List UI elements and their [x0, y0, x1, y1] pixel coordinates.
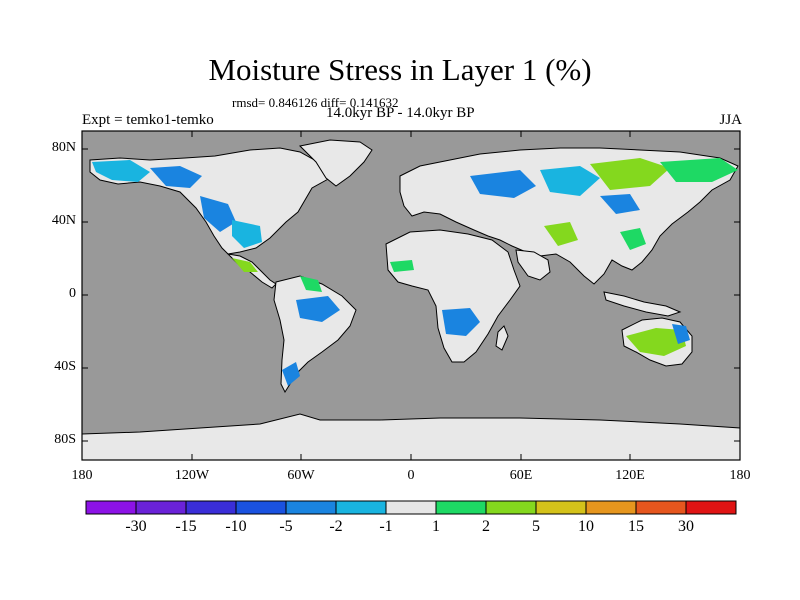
patch-africa-central: [442, 308, 480, 336]
lat-label-40n: 40N: [51, 213, 76, 228]
colorbar-label: 10: [578, 518, 594, 535]
patch-amazon: [296, 296, 340, 322]
lat-label-80n: 80N: [51, 140, 76, 155]
colorbar: [85, 500, 737, 515]
experiment-label: Expt = temko1-temko: [82, 112, 214, 128]
lon-label-60e: 60E: [509, 468, 533, 483]
africa: [385, 229, 521, 363]
lon-label-0: 0: [407, 468, 415, 483]
patch-china: [620, 228, 646, 250]
colorbar-box-5: [335, 500, 387, 515]
colorbar-box-0: [85, 500, 137, 515]
patch-asia-central: [544, 222, 578, 246]
anomaly-patches: [92, 158, 738, 386]
patch-russia-central: [540, 166, 600, 196]
patch-argentina: [282, 362, 300, 386]
patch-siberia-green: [590, 158, 670, 190]
colorbar-box-9: [535, 500, 587, 515]
lon-label-180e: 180: [729, 468, 751, 483]
lon-label-120e: 120E: [615, 468, 645, 483]
colorbar-box-11: [635, 500, 687, 515]
patch-brazil-green: [300, 276, 322, 292]
patch-canada-central: [150, 166, 202, 188]
period-label: 14.0kyr BP - 14.0kyr BP: [326, 105, 475, 121]
patch-australia-east: [672, 324, 690, 344]
colorbar-box-3: [235, 500, 287, 515]
stats-label: rmsd= 0.846126 diff= 0.141632: [232, 95, 399, 110]
colorbar-label: 30: [678, 518, 694, 535]
patch-australia-green: [626, 328, 686, 356]
lat-ticks: [82, 148, 740, 442]
colorbar-label: -30: [125, 518, 147, 535]
lat-label-0: 0: [69, 286, 76, 301]
lon-ticks: [191, 131, 631, 460]
colorbar-box-7: [435, 500, 487, 515]
lat-label-40s: 40S: [54, 359, 76, 374]
patch-siberia-blue: [600, 194, 640, 214]
colorbar-box-6: [385, 500, 437, 515]
colorbar-label: 1: [432, 518, 440, 535]
patch-usa-east: [232, 220, 262, 248]
map-title: Moisture Stress in Layer 1 (%): [208, 52, 592, 87]
season-label: JJA: [719, 112, 742, 128]
patch-canada-west: [92, 160, 150, 182]
lon-label-180w: 180: [71, 468, 93, 483]
lat-label-80s: 80S: [54, 432, 76, 447]
patch-russia-west: [470, 170, 536, 198]
colorbar-box-2: [185, 500, 237, 515]
lon-label-120w: 120W: [174, 468, 210, 483]
colorbar-label: 5: [532, 518, 540, 535]
patch-siberia-east: [660, 158, 738, 182]
indonesia: [603, 291, 682, 317]
colorbar-box-12: [685, 500, 737, 515]
colorbar-label: -1: [379, 518, 393, 535]
colorbar-box-8: [485, 500, 537, 515]
colorbar-box-10: [585, 500, 637, 515]
arabia: [515, 249, 551, 281]
colorbar-label: 15: [628, 518, 644, 535]
colorbar-label: -2: [329, 518, 343, 535]
lon-label-60w: 60W: [287, 468, 315, 483]
patch-canada-east: [200, 196, 236, 232]
madagascar: [495, 325, 509, 351]
colorbar-box-1: [135, 500, 187, 515]
greenland: [298, 139, 373, 187]
patch-mexico: [232, 258, 258, 272]
colorbar-label: -5: [279, 518, 293, 535]
patch-sahel: [390, 260, 414, 272]
colorbar-label: 2: [482, 518, 490, 535]
colorbar-label: -15: [175, 518, 197, 535]
colorbar-label: -10: [225, 518, 247, 535]
colorbar-box-4: [285, 500, 337, 515]
